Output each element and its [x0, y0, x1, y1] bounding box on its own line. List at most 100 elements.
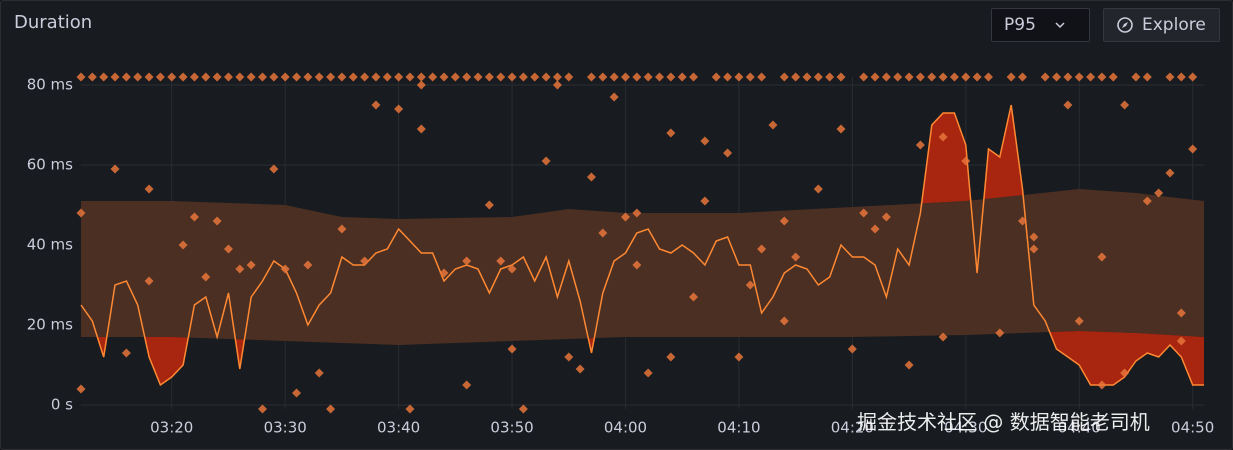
- exemplar-point: [314, 72, 324, 82]
- exemplar-point: [779, 216, 789, 226]
- exemplar-point: [462, 72, 472, 82]
- exemplar-point: [813, 184, 823, 194]
- exemplar-point: [507, 344, 517, 354]
- exemplar-point: [189, 72, 199, 82]
- expected-band: [81, 189, 1204, 345]
- exemplar-point: [836, 124, 846, 134]
- exemplar-point: [961, 72, 971, 82]
- exemplar-point: [666, 128, 676, 138]
- exemplar-point: [655, 72, 665, 82]
- exemplar-point: [620, 72, 630, 82]
- exemplar-point: [859, 208, 869, 218]
- exemplar-point: [507, 264, 517, 274]
- explore-button[interactable]: Explore: [1103, 8, 1220, 42]
- exemplar-point: [938, 72, 948, 82]
- percentile-select[interactable]: P95: [991, 8, 1090, 42]
- exemplar-point: [1165, 72, 1175, 82]
- exemplar-point: [586, 72, 596, 82]
- exemplar-point: [632, 208, 642, 218]
- exemplar-point: [223, 244, 233, 254]
- exemplar-point: [961, 156, 971, 166]
- percentile-value: P95: [1004, 15, 1036, 35]
- exemplar-point: [496, 256, 506, 266]
- exemplar-point: [144, 184, 154, 194]
- exemplar-point: [643, 368, 653, 378]
- exemplar-point: [949, 72, 959, 82]
- exemplar-point: [552, 72, 562, 82]
- exemplar-point: [269, 164, 279, 174]
- exemplar-point: [1074, 72, 1084, 82]
- exemplar-point: [915, 140, 925, 150]
- exemplar-point: [870, 72, 880, 82]
- exemplar-point: [76, 208, 86, 218]
- exemplar-point: [1097, 72, 1107, 82]
- exemplar-point: [110, 72, 120, 82]
- exemplar-point: [337, 224, 347, 234]
- exemplar-point: [575, 364, 585, 374]
- exemplar-point: [893, 72, 903, 82]
- exemplar-point: [246, 260, 256, 270]
- exemplar-point: [609, 92, 619, 102]
- exemplar-point: [223, 72, 233, 82]
- exemplar-point: [881, 212, 891, 222]
- exemplar-point: [700, 136, 710, 146]
- exemplar-point: [711, 72, 721, 82]
- exemplar-point: [904, 360, 914, 370]
- y-tick-label: 20 ms: [27, 316, 73, 334]
- exemplar-point: [235, 72, 245, 82]
- exemplar-point: [881, 72, 891, 82]
- exemplar-point: [927, 72, 937, 82]
- x-tick-label: 03:20: [150, 419, 193, 437]
- exemplar-point: [292, 72, 302, 82]
- exemplar-point: [541, 156, 551, 166]
- x-tick-label: 04:50: [1171, 419, 1214, 437]
- exemplar-point: [1097, 252, 1107, 262]
- x-tick-label: 04:30: [944, 419, 987, 437]
- exemplar-point: [723, 148, 733, 158]
- exemplar-point: [360, 256, 370, 266]
- exemplar-point: [1074, 316, 1084, 326]
- exemplar-point: [1086, 72, 1096, 82]
- y-tick-label: 80 ms: [27, 76, 73, 94]
- exemplar-point: [1176, 72, 1186, 82]
- exemplar-point: [1176, 336, 1186, 346]
- exemplar-point: [757, 244, 767, 254]
- exemplar-point: [178, 72, 188, 82]
- exemplar-point: [791, 252, 801, 262]
- exemplar-point: [394, 72, 404, 82]
- exemplar-point: [541, 72, 551, 82]
- exemplar-point: [598, 72, 608, 82]
- exemplar-point: [734, 72, 744, 82]
- exemplar-point: [269, 72, 279, 82]
- exemplar-point: [428, 72, 438, 82]
- exemplar-point: [201, 272, 211, 282]
- exemplar-point: [700, 196, 710, 206]
- exemplar-point: [201, 72, 211, 82]
- exemplar-point: [972, 72, 982, 82]
- exemplar-point: [745, 72, 755, 82]
- exemplar-point: [1097, 380, 1107, 390]
- exemplar-point: [462, 380, 472, 390]
- exemplar-point: [1131, 72, 1141, 82]
- exemplar-point: [348, 72, 358, 82]
- y-tick-label: 0 s: [51, 396, 73, 414]
- y-tick-label: 60 ms: [27, 156, 73, 174]
- exemplar-point: [484, 72, 494, 82]
- exemplar-point: [133, 72, 143, 82]
- exemplar-point: [1165, 168, 1175, 178]
- exemplar-point: [904, 72, 914, 82]
- exemplar-point: [326, 404, 336, 414]
- exemplar-point: [484, 200, 494, 210]
- exemplar-point: [836, 72, 846, 82]
- exemplar-point: [632, 260, 642, 270]
- exemplar-point: [847, 344, 857, 354]
- exemplar-point: [564, 72, 574, 82]
- exemplar-point: [337, 72, 347, 82]
- exemplar-point: [473, 72, 483, 82]
- exemplar-point: [212, 72, 222, 82]
- exemplar-point: [416, 80, 426, 90]
- exemplar-point: [1029, 232, 1039, 242]
- exemplar-point: [1154, 188, 1164, 198]
